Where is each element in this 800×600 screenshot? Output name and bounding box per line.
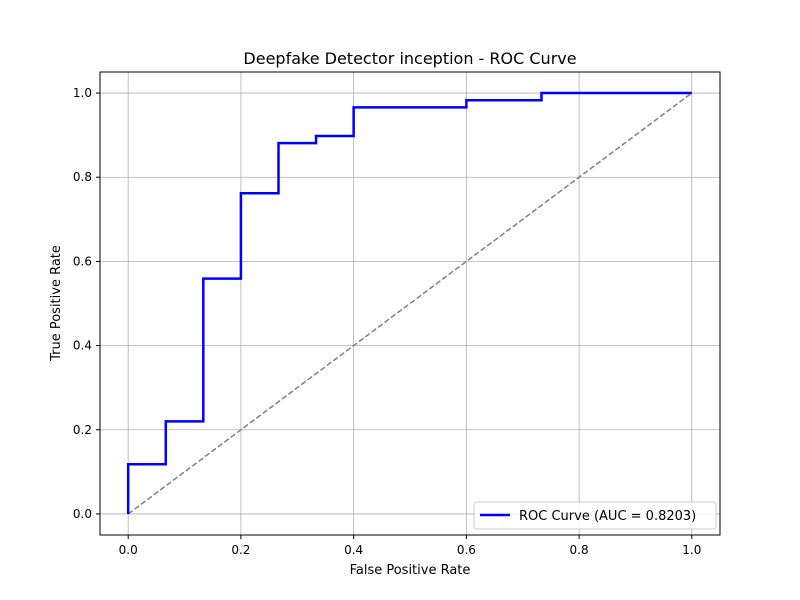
- y-tick-label: 0.6: [73, 254, 92, 268]
- y-tick-label: 1.0: [73, 86, 92, 100]
- y-axis-label: True Positive Rate: [49, 245, 64, 362]
- x-tick-label: 0.8: [570, 543, 589, 557]
- diagonal-reference-line: [127, 92, 693, 515]
- x-axis-ticks: 0.0 0.2 0.4 0.6 0.8 1.0: [119, 535, 701, 557]
- series-group: [126, 91, 692, 514]
- x-axis-label: False Positive Rate: [350, 563, 471, 578]
- x-tick-label: 0.0: [119, 543, 138, 557]
- y-tick-label: 0.4: [73, 339, 92, 353]
- legend: ROC Curve (AUC = 0.8203): [473, 501, 717, 530]
- chart-title: Deepfake Detector inception - ROC Curve: [243, 49, 576, 68]
- roc-curve-line: [126, 91, 692, 514]
- reference-line-group: [127, 92, 693, 515]
- plot-frame: [99, 71, 721, 536]
- legend-label: ROC Curve (AUC = 0.8203): [519, 509, 696, 524]
- x-tick-label: 0.6: [457, 543, 476, 557]
- x-tick-label: 0.4: [344, 543, 363, 557]
- y-tick-label: 0.8: [73, 170, 92, 184]
- y-tick-label: 0.0: [73, 507, 92, 521]
- x-tick-label: 0.2: [231, 543, 250, 557]
- y-axis-ticks: 0.0 0.2 0.4 0.6 0.8 1.0: [73, 86, 100, 521]
- x-tick-label: 1.0: [682, 543, 701, 557]
- y-tick-label: 0.2: [73, 423, 92, 437]
- legend-box: [473, 501, 717, 530]
